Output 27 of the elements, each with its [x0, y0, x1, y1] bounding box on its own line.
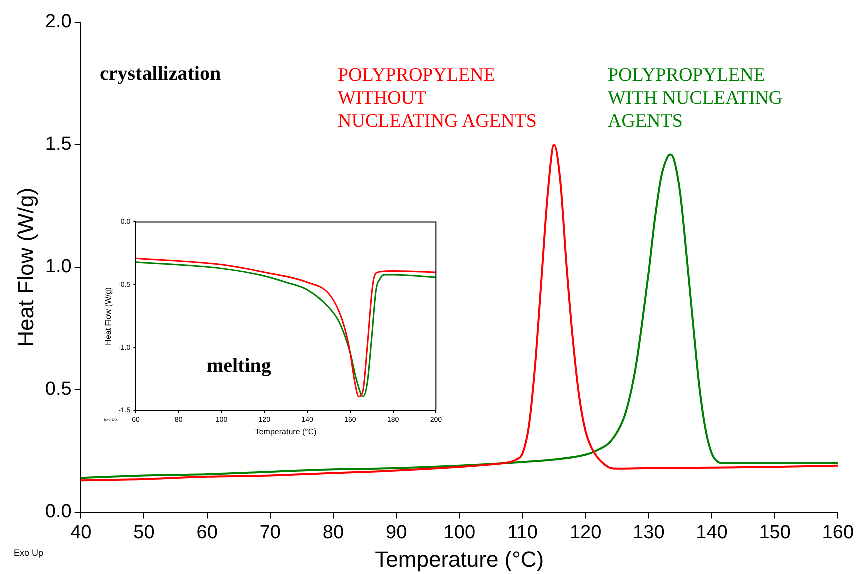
- y-tick-label: 0.5: [45, 379, 72, 400]
- x-tick-label: 140: [696, 522, 728, 544]
- x-axis-title: Temperature (°C): [255, 427, 318, 436]
- y-axis-title: Heat Flow (W/g): [13, 188, 38, 347]
- series-label: POLYPROPYLENE WITHOUT NUCLEATING AGENTS: [338, 64, 538, 133]
- y-tick-label: 1.0: [45, 256, 72, 278]
- text: Exo Up: [14, 548, 44, 558]
- x-tick-label: 70: [260, 522, 281, 544]
- x-tick-label: 100: [444, 522, 476, 544]
- y-axis-title: Heat Flow (W/g): [104, 287, 114, 346]
- x-tick-label: 150: [759, 522, 791, 544]
- y-tick-label: 0.0: [45, 502, 72, 523]
- annotation: melting: [207, 355, 272, 378]
- y-tick-label: 2.0: [45, 12, 72, 33]
- annotation: crystallization: [100, 63, 222, 86]
- x-tick-label: 120: [570, 522, 602, 544]
- text: POLYPROPYLENE WITH NUCLEATING AGENTS: [608, 64, 784, 133]
- x-tick-label: 40: [70, 522, 92, 544]
- x-tick-label: 80: [322, 522, 344, 544]
- x-axis-title: Temperature (°C): [375, 546, 544, 572]
- x-tick-label: 130: [633, 522, 665, 544]
- x-tick-label: 160: [822, 522, 854, 544]
- x-tick-label: 50: [134, 522, 155, 544]
- x-tick-label: 60: [196, 522, 218, 544]
- x-tick-label: 90: [386, 522, 408, 544]
- y-tick-label: 1.5: [45, 134, 72, 156]
- x-tick-label: 110: [508, 522, 538, 544]
